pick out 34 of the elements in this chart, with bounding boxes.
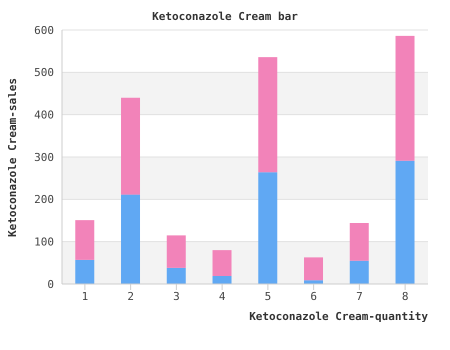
bar [350, 260, 369, 284]
x-tick-label: 5 [264, 290, 272, 303]
bar [75, 220, 94, 260]
bar [258, 57, 278, 172]
x-tick-label: 6 [310, 290, 317, 303]
bar [350, 223, 369, 261]
x-axis-title: Ketoconazole Cream-quantity [249, 310, 428, 323]
bar [258, 172, 278, 284]
bar [75, 260, 94, 284]
bar [396, 160, 415, 284]
bar [166, 235, 186, 268]
x-tick-label: 8 [402, 290, 408, 303]
bar [212, 276, 232, 284]
bar [121, 98, 140, 195]
x-tick-label: 3 [173, 290, 180, 303]
x-tick-label: 7 [356, 290, 363, 303]
y-tick-label: 300 [34, 150, 54, 164]
x-tick-label: 4 [218, 290, 226, 303]
y-tick-label: 0 [47, 278, 54, 291]
y-tick-label: 100 [34, 236, 54, 249]
bar [121, 194, 140, 284]
y-tick-label: 400 [34, 108, 54, 122]
y-tick-label: 200 [34, 193, 54, 206]
y-tick-label: 500 [34, 66, 54, 80]
x-tick-label: 2 [127, 290, 134, 303]
chart-title: Ketoconazole Cream bar [152, 10, 298, 23]
bar [166, 268, 186, 284]
y-axis-title: Ketoconazole Cream-sales [6, 78, 19, 237]
x-tick-label: 1 [82, 290, 88, 303]
bar [212, 250, 232, 276]
y-tick-label: 600 [34, 24, 54, 37]
bar [304, 280, 324, 284]
bar [396, 36, 415, 161]
bar [304, 257, 324, 280]
